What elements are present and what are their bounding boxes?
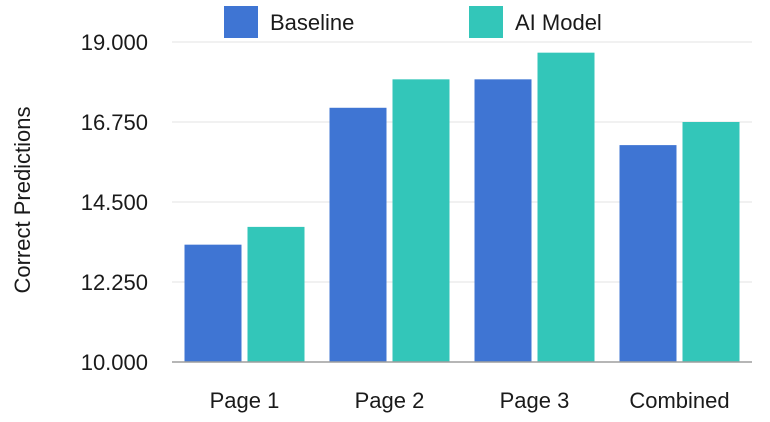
y-tick-label: 14.500 — [81, 190, 148, 215]
legend: Baseline AI Model — [224, 6, 602, 38]
x-tick-label: Page 2 — [355, 388, 425, 413]
legend-label: AI Model — [515, 10, 602, 35]
bar-ai-model-page-2 — [392, 79, 450, 362]
x-tick-label: Page 1 — [210, 388, 280, 413]
y-axis-title: Correct Predictions — [10, 106, 35, 293]
bars — [184, 52, 740, 363]
x-tick-label: Page 3 — [500, 388, 570, 413]
legend-label: Baseline — [270, 10, 354, 35]
legend-swatch — [224, 6, 258, 38]
y-tick-label: 16.750 — [81, 110, 148, 135]
bar-baseline-page-2 — [329, 107, 387, 363]
bar-baseline-combined — [619, 145, 677, 362]
y-tick-label: 10.000 — [81, 350, 148, 375]
bar-baseline-page-1 — [184, 244, 242, 362]
axes: 10.000 12.250 14.500 16.750 19.000 Page 1 Page… — [81, 30, 752, 413]
y-tick-label: 19.000 — [81, 30, 148, 55]
bar-ai-model-page-3 — [537, 52, 595, 363]
bar-ai-model-combined — [682, 122, 740, 362]
legend-swatch — [469, 6, 503, 38]
y-tick-label: 12.250 — [81, 270, 148, 295]
bar-baseline-page-3 — [474, 79, 532, 362]
x-tick-label: Combined — [629, 388, 729, 413]
bar-ai-model-page-1 — [247, 226, 305, 362]
